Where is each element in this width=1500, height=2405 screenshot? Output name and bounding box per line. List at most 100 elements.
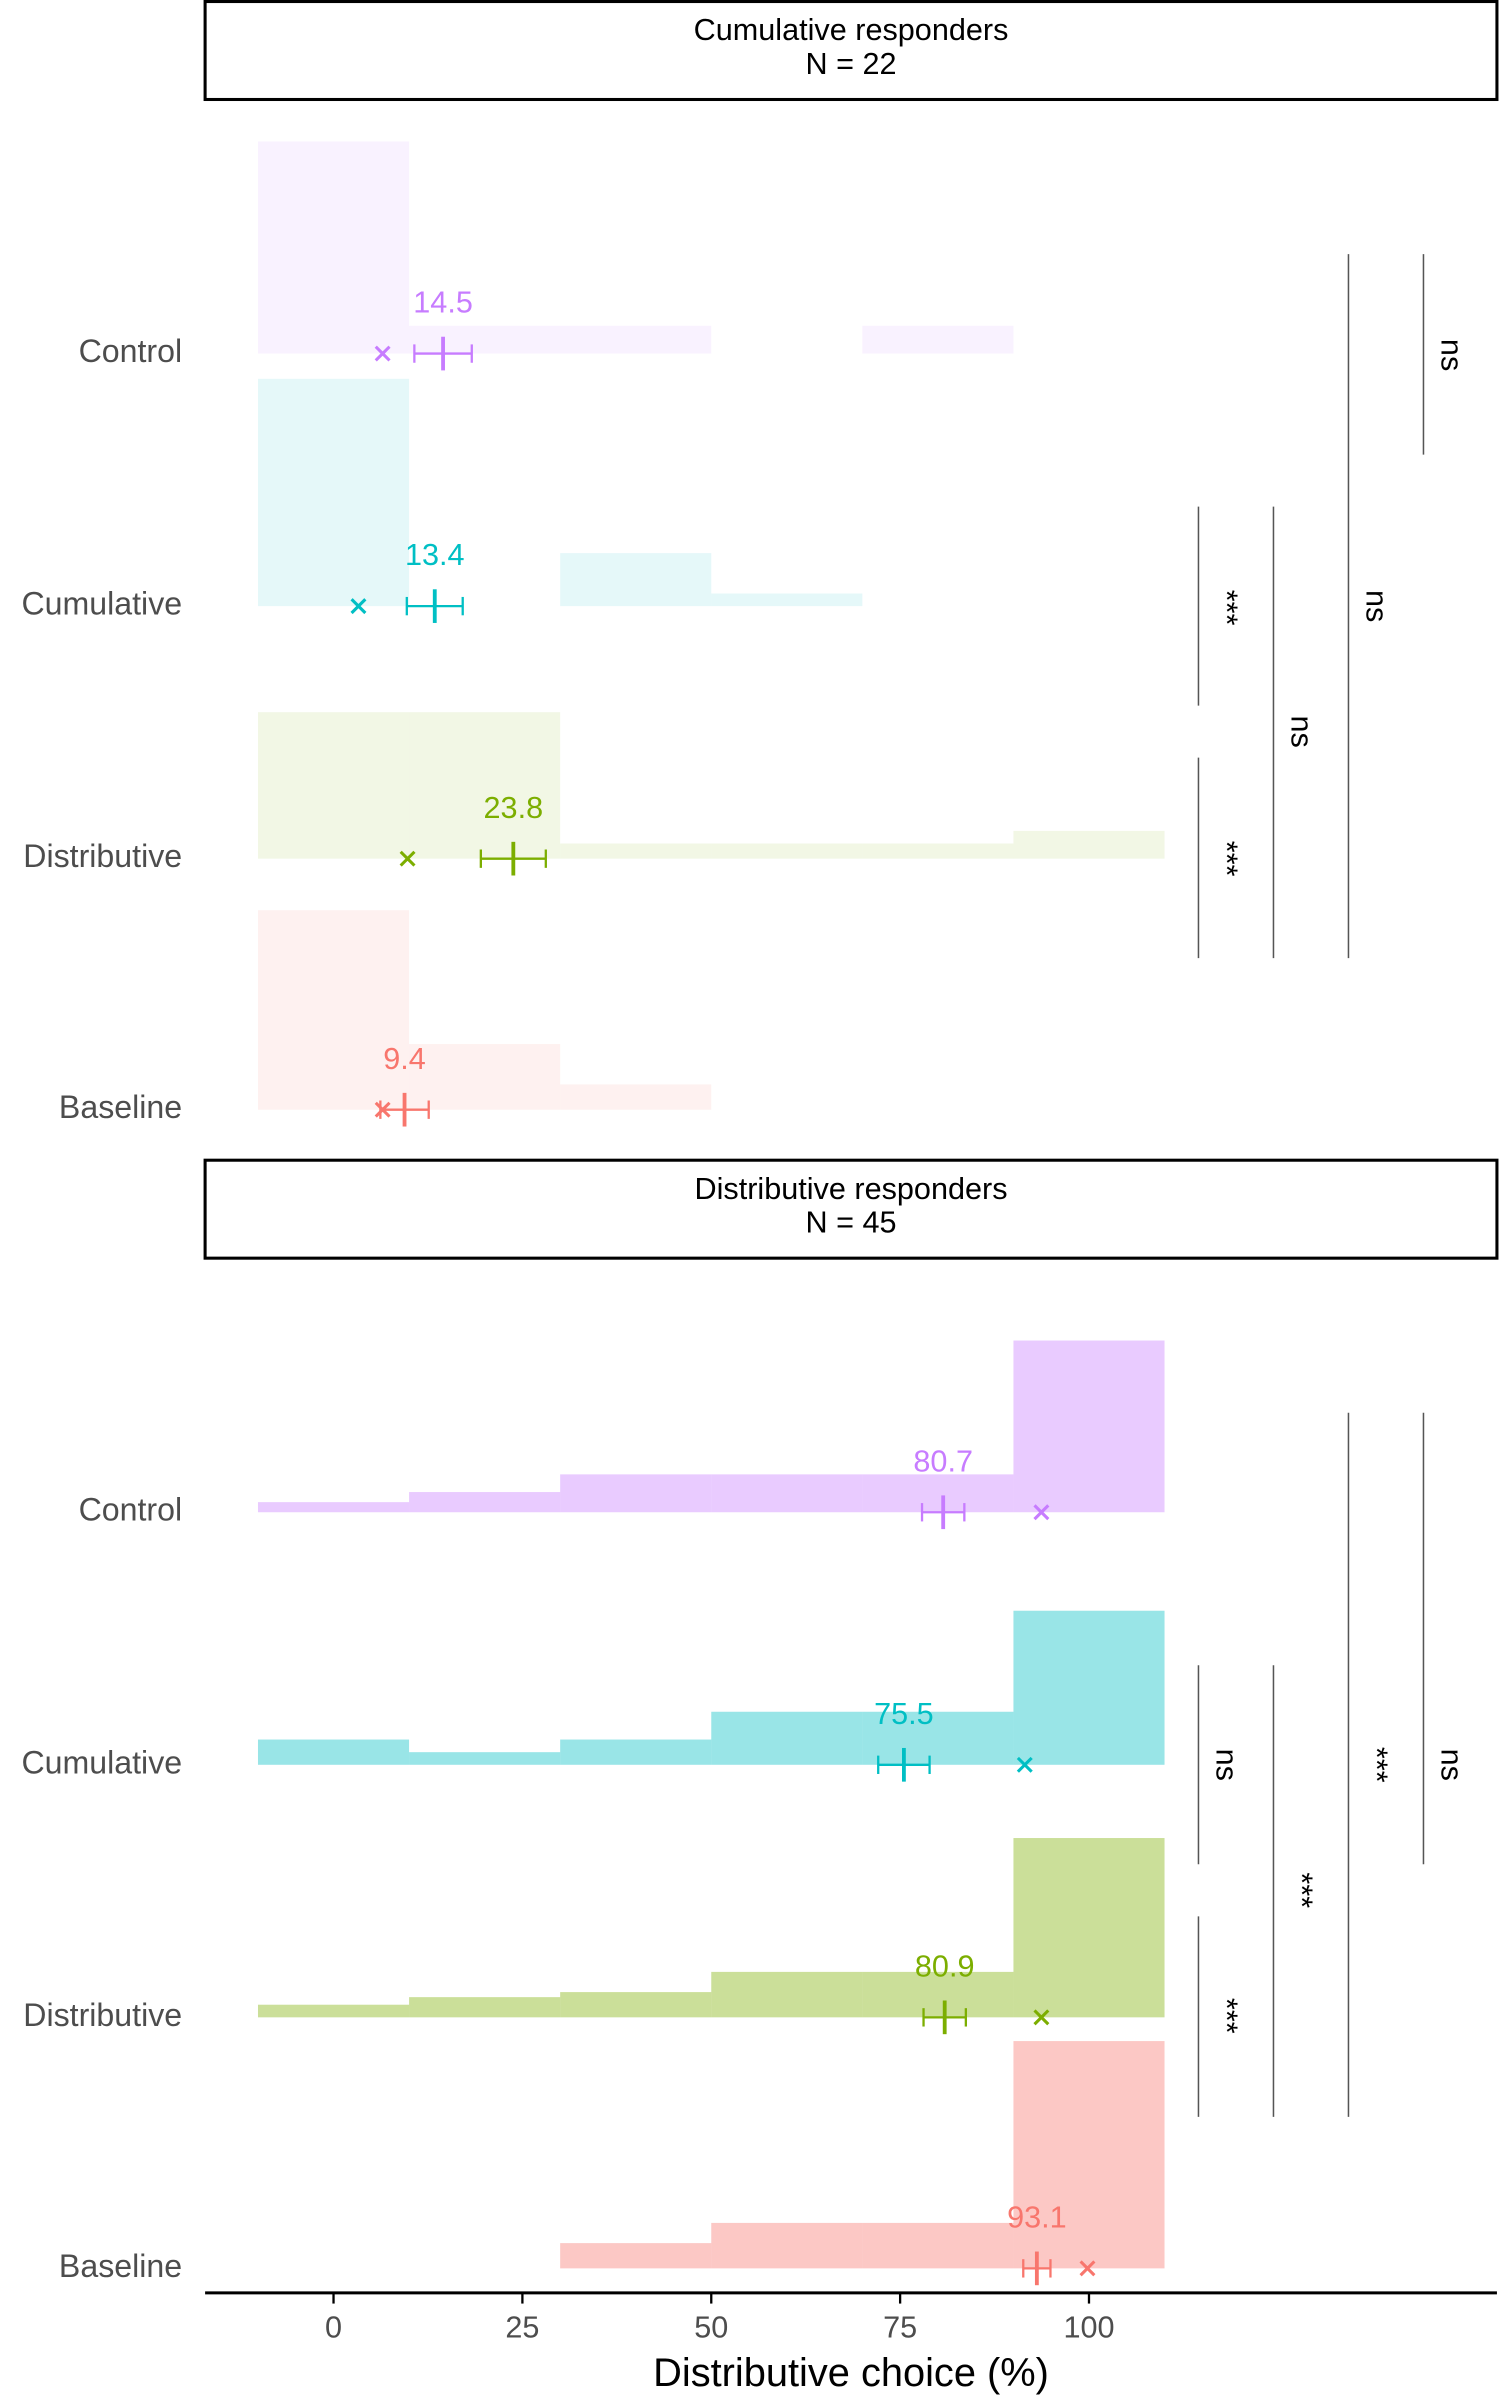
x-tick-label: 100 [1063,2311,1114,2345]
category-label: Cumulative [21,1744,182,1780]
histogram-bar [257,141,410,354]
median-marker [1033,1504,1050,1521]
median-marker [350,598,367,615]
median-marker [374,1101,391,1118]
histogram-bar [1013,2041,1165,2269]
significance-label: *** [1359,1747,1393,1783]
histogram-bar [862,1711,1014,1765]
histogram-bar [560,1992,712,2018]
error-bar [922,2000,967,2035]
histogram-bar [1013,1610,1165,1765]
histogram-bar [560,843,712,859]
histogram-bar [560,1474,712,1513]
histogram-bar [409,712,561,859]
significance-label: ns [1359,590,1393,622]
panel-title: Distributive responders [695,1172,1008,1206]
mean-label: 75.5 [874,1697,934,1731]
histogram-bar [257,1739,410,1765]
histogram-bar [409,1044,561,1110]
histogram-bar [1013,830,1165,859]
histogram-bar [560,553,712,607]
histogram-bar [257,712,410,859]
error-bar [405,589,464,623]
mean-label: 80.7 [913,1444,973,1478]
marker-stroke [1016,1756,1033,1773]
histogram-bar [711,593,863,607]
error-bar [479,841,547,876]
category-label: Distributive [23,1997,182,2033]
panel-subtitle: N = 22 [805,47,896,81]
histogram-bar [560,325,712,354]
marker-stroke [1033,1504,1050,1521]
panel-title: Cumulative responders [694,13,1009,47]
histogram-bar [711,1971,863,2018]
marker-stroke [374,345,391,362]
category-label: Control [79,333,183,369]
marker-stroke [374,1101,391,1118]
median-marker [399,850,416,867]
significance-label: *** [1209,841,1243,877]
histogram-bar [409,1752,561,1765]
error-bar [1022,2251,1052,2286]
significance-label: *** [1284,1872,1318,1908]
significance-label: ns [1284,715,1318,747]
histogram-bar [560,2243,712,2269]
significance-label: *** [1209,1998,1243,2034]
marker-stroke [1079,2260,1096,2277]
histogram-bar [1013,1340,1165,1513]
x-tick-label: 0 [325,2311,342,2345]
histogram-bar [711,1474,863,1513]
significance-label: *** [1209,590,1243,626]
histogram-bar [257,1502,410,1513]
category-label: Cumulative [21,586,182,622]
histogram-bar [862,843,1014,859]
x-tick-label: 50 [694,2311,728,2345]
histogram-bar [862,325,1014,354]
histogram-bar [711,843,863,859]
histogram-bar [257,2004,410,2018]
significance-label: ns [1209,1749,1243,1781]
category-label: Distributive [23,838,182,874]
marker-stroke [350,598,367,615]
x-axis-label: Distributive choice (%) [653,2351,1049,2395]
histogram-bar [409,1492,561,1513]
median-marker [1016,1756,1033,1773]
strip [203,0,1499,102]
median-marker [1033,2009,1050,2026]
histogram-bar [711,2222,863,2269]
histogram-bar [1013,1838,1165,2018]
marker-stroke [1033,2009,1050,2026]
histogram-bar [409,1997,561,2018]
panel-subtitle: N = 45 [805,1206,896,1240]
histogram-bar [257,910,410,1110]
error-bar [877,1747,931,1782]
category-label: Control [79,1492,183,1528]
mean-label: 14.5 [413,286,473,320]
histogram-bar [862,2222,1014,2269]
mean-label: 13.4 [405,538,465,572]
mean-label: 93.1 [1007,2200,1067,2234]
histogram-bar [862,1971,1014,2018]
median-marker [1079,2260,1096,2277]
significance-label: ns [1434,1749,1468,1781]
significance-label: ns [1434,339,1468,371]
mean-label: 80.9 [915,1949,975,1983]
error-bar [379,1092,430,1127]
error-bar [920,1495,966,1530]
histogram-bar [862,1474,1014,1513]
error-bar [413,336,473,371]
marker-stroke [399,850,416,867]
x-tick-label: 75 [883,2311,917,2345]
histogram-bar [560,1084,712,1110]
category-label: Baseline [59,2248,182,2284]
histogram-bar [560,1739,712,1765]
x-tick-label: 25 [505,2311,539,2345]
strip [203,1158,1499,1260]
histogram-bar [711,1711,863,1765]
histogram-bar [257,378,410,607]
mean-label: 9.4 [383,1042,426,1076]
median-marker [374,345,391,362]
mean-label: 23.8 [484,791,544,825]
